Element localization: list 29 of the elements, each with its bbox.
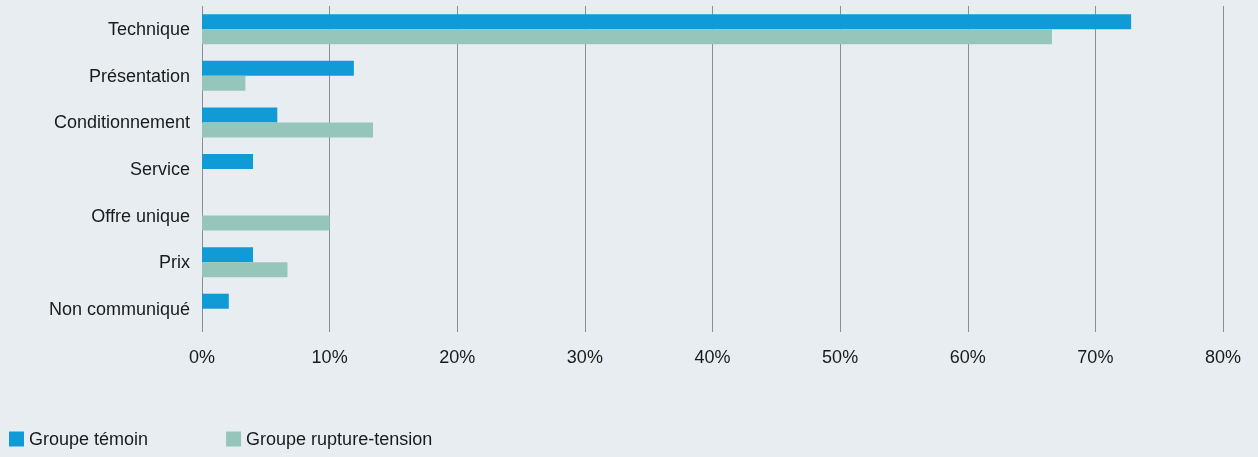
x-tick-label: 60% — [949, 347, 986, 367]
x-tick-label: 80% — [1204, 347, 1242, 367]
x-tick-label: 10% — [311, 347, 348, 367]
bar — [202, 122, 374, 138]
x-tick-label: 20% — [439, 347, 476, 367]
bar — [202, 60, 354, 76]
y-tick-label: Offre unique — [91, 205, 190, 226]
bar — [202, 215, 330, 231]
x-tick-label: 30% — [566, 347, 603, 367]
bar — [202, 262, 288, 278]
bar — [202, 293, 229, 309]
legend-label: Groupe témoin — [29, 429, 149, 449]
y-tick-label: Non communiqué — [48, 298, 190, 319]
bar — [202, 154, 254, 169]
y-tick-label: Service — [129, 159, 190, 179]
y-tick-label: Technique — [107, 19, 190, 40]
x-tick-label: 40% — [694, 347, 731, 367]
bar — [202, 29, 1052, 45]
y-tick-label: Conditionnement — [53, 112, 190, 133]
y-tick-label: Présentation — [88, 65, 190, 86]
legend-label: Groupe rupture-tension — [246, 429, 433, 449]
bar — [202, 247, 254, 263]
x-tick-label: 50% — [822, 347, 859, 367]
x-tick-label: 70% — [1077, 347, 1114, 367]
x-tick-label: 0% — [188, 347, 216, 367]
bar — [202, 107, 278, 123]
y-tick-label: Prix — [159, 252, 190, 273]
bar — [202, 75, 246, 91]
bar — [202, 14, 1132, 30]
